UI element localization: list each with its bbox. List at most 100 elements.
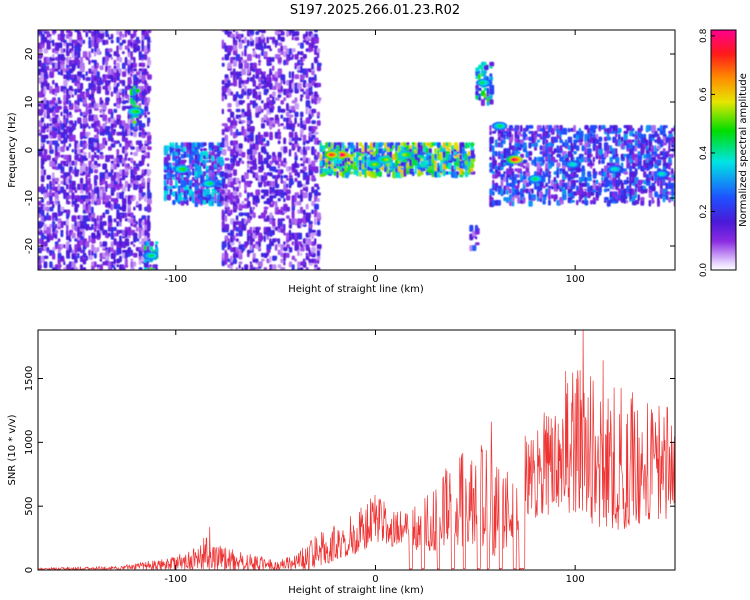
heatmap-cell	[249, 100, 253, 105]
heatmap-cell	[283, 198, 286, 203]
heatmap-cell	[539, 133, 542, 139]
heatmap-cell	[244, 45, 248, 49]
heatmap-cell	[224, 215, 228, 222]
heatmap-cell	[82, 267, 87, 270]
heatmap-cell	[133, 68, 137, 72]
heatmap-cell	[133, 31, 137, 37]
heatmap-cell	[88, 200, 91, 205]
heatmap-cell	[172, 151, 176, 156]
heatmap-cell	[528, 130, 532, 134]
heatmap-cell	[623, 188, 627, 195]
heatmap-cell	[297, 82, 302, 90]
heatmap-cell	[564, 171, 569, 177]
heatmap-cell	[308, 105, 312, 109]
heatmap-cell	[63, 143, 66, 148]
heatmap-cell	[121, 39, 126, 44]
heatmap-cell	[258, 105, 262, 112]
heatmap-cell	[662, 148, 666, 152]
heatmap-cell	[445, 151, 451, 154]
heatmap-cell	[79, 154, 83, 162]
heatmap-cell	[316, 192, 321, 196]
heatmap-cell	[260, 134, 264, 140]
heatmap-cell	[671, 127, 675, 132]
heatmap-cell	[584, 199, 589, 206]
heatmap-cell	[297, 249, 300, 257]
heatmap-cell	[232, 198, 236, 202]
heatmap-cell	[336, 165, 340, 169]
heatmap-cell	[93, 252, 97, 259]
heatmap-cell	[314, 258, 317, 264]
heatmap-cell	[202, 188, 206, 193]
heatmap-cell	[249, 131, 254, 138]
heatmap-cell	[372, 151, 376, 157]
heatmap-cell	[244, 241, 248, 248]
heatmap-cell	[592, 188, 597, 193]
heatmap-cell	[556, 125, 559, 128]
heatmap-cell	[200, 156, 203, 163]
heatmap-cell	[219, 156, 224, 161]
heatmap-cell	[528, 136, 532, 142]
heatmap-cell	[341, 142, 345, 150]
heatmap-cell	[241, 51, 244, 57]
heatmap-cell	[414, 159, 418, 166]
heatmap-cell	[224, 200, 229, 208]
heatmap-cell	[294, 169, 298, 174]
heatmap-cell	[141, 39, 144, 47]
heatmap-cell	[102, 195, 106, 201]
heatmap-cell	[478, 96, 482, 101]
heatmap-cell	[302, 146, 306, 154]
heatmap-cell	[291, 264, 295, 270]
heatmap-cell	[163, 145, 168, 153]
heatmap-cell	[297, 137, 302, 141]
heatmap-cell	[147, 218, 150, 225]
heatmap-cell	[316, 97, 322, 101]
heatmap-cell	[40, 209, 45, 217]
heatmap-cell	[319, 159, 324, 167]
heatmap-cell	[244, 172, 249, 180]
heatmap-cell	[74, 198, 78, 203]
heatmap-cell	[294, 103, 300, 110]
heatmap-cell	[107, 54, 112, 58]
heatmap-cell	[77, 108, 82, 112]
heatmap-cell	[609, 174, 613, 181]
heatmap-cell	[294, 218, 298, 225]
heatmap-cell	[489, 162, 493, 169]
heatmap-cell	[539, 145, 543, 151]
heatmap-cell	[550, 159, 555, 167]
heatmap-cell	[260, 100, 264, 104]
heatmap-cell	[483, 73, 486, 80]
heatmap-cell	[542, 197, 547, 201]
heatmap-cell	[183, 159, 187, 163]
heatmap-cell	[378, 171, 382, 178]
heatmap-hotspot	[480, 81, 485, 84]
heatmap-cell	[85, 209, 89, 214]
heatmap-cell	[107, 65, 112, 69]
heatmap-cell	[584, 176, 588, 183]
heatmap-cell	[93, 114, 98, 122]
heatmap-cell	[511, 191, 515, 197]
heatmap-cell	[74, 221, 77, 227]
heatmap-cell	[85, 71, 88, 77]
heatmap-cell	[241, 120, 246, 124]
heatmap-cell	[246, 212, 250, 219]
heatmap-cell	[60, 48, 64, 54]
heatmap-cell	[266, 36, 269, 44]
heatmap-cell	[91, 36, 95, 40]
heatmap-cell	[93, 226, 97, 233]
heatmap-cell	[124, 149, 127, 154]
heatmap-cell	[238, 149, 243, 154]
heatmap-cell	[57, 100, 62, 105]
heatmap-cell	[283, 241, 286, 245]
heatmap-cell	[297, 65, 301, 71]
heatmap-cell	[54, 131, 58, 135]
heatmap-cell	[227, 79, 231, 87]
heatmap-cell	[528, 151, 533, 156]
heatmap-cell	[116, 56, 120, 62]
heatmap-cell	[82, 74, 86, 81]
heatmap-cell	[475, 84, 479, 90]
heatmap-cell	[601, 159, 605, 164]
heatmap-cell	[367, 156, 371, 161]
heatmap-cell	[534, 142, 538, 148]
heatmap-cell	[556, 153, 562, 158]
heatmap-cell	[469, 224, 474, 232]
